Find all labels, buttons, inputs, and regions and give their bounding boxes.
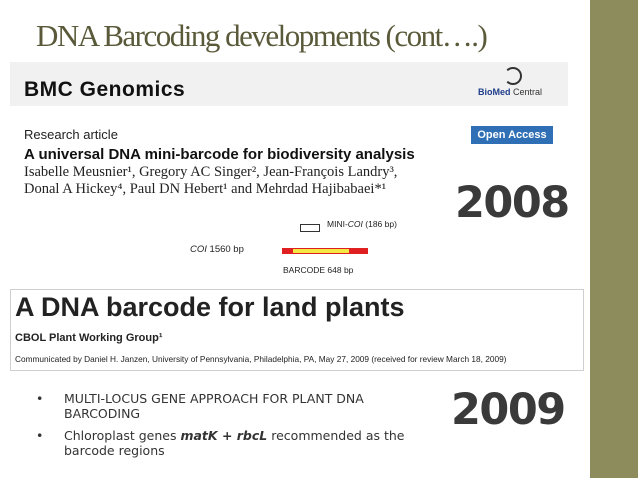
barcode-diagram: MINI-COI (186 bp) COI 1560 bp BARCODE 64… — [190, 214, 430, 284]
publisher-logo: BioMed Central — [478, 87, 542, 97]
publisher-logo-bold: BioMed — [478, 87, 511, 97]
open-access-badge: Open Access — [471, 126, 553, 144]
mini-barcode-label: MINI-COI (186 bp) — [327, 219, 397, 229]
bullet-2-suffix: recommended as the barcode regions — [64, 428, 405, 458]
paper-2009-excerpt: A DNA barcode for land plants CBOL Plant… — [10, 289, 584, 371]
mini-label-prefix: MINI- — [327, 219, 348, 229]
year-2009: 2009 — [451, 385, 566, 435]
paper-2009-communicated: Communicated by Daniel H. Janzen, Univer… — [15, 354, 507, 364]
bullet-list: MULTI-LOCUS GENE APPROACH FOR PLANT DNA … — [30, 391, 430, 465]
authors-line-1: Isabelle Meusnier¹, Gregory AC Singer², … — [24, 164, 398, 180]
decorative-sidebar — [590, 0, 638, 478]
year-2008: 2008 — [455, 178, 570, 228]
paper-2008-excerpt: BMC Genomics BioMed Central Research art… — [10, 62, 568, 286]
mini-label-gene: COI — [347, 219, 363, 229]
coi-suffix: 1560 bp — [206, 244, 244, 255]
paper-2009-title: A DNA barcode for land plants — [15, 292, 405, 322]
article-type: Research article — [24, 127, 118, 142]
bullet-2-genes: matK + rbcL — [180, 428, 268, 443]
journal-logo: BMC Genomics — [24, 78, 186, 101]
paper-2008-authors: Isabelle Meusnier¹, Gregory AC Singer², … — [24, 164, 454, 198]
bullet-2-prefix: Chloroplast genes — [64, 428, 181, 443]
authors-line-2: Donal A Hickey⁴, Paul DN Hebert¹ and Meh… — [24, 181, 387, 197]
bullet-item-2: Chloroplast genes matK + rbcL recommende… — [30, 428, 430, 458]
barcode-region-label: BARCODE 648 bp — [283, 265, 354, 275]
journal-header: BMC Genomics BioMed Central — [10, 62, 568, 106]
coi-label: COI 1560 bp — [190, 244, 244, 255]
mini-barcode-box — [300, 224, 320, 232]
barcode-region-bar — [293, 249, 349, 253]
mini-label-suffix: (186 bp) — [362, 219, 397, 229]
bullet-item-1: MULTI-LOCUS GENE APPROACH FOR PLANT DNA … — [30, 391, 430, 421]
paper-2008-title: A universal DNA mini-barcode for biodive… — [24, 146, 415, 163]
paper-2009-author-group: CBOL Plant Working Group¹ — [15, 332, 163, 344]
slide-title: DNA Barcoding developments (cont….) — [36, 18, 488, 53]
coi-gene: COI — [190, 244, 207, 255]
biomed-central-icon — [504, 67, 522, 85]
publisher-logo-rest: Central — [510, 87, 543, 97]
